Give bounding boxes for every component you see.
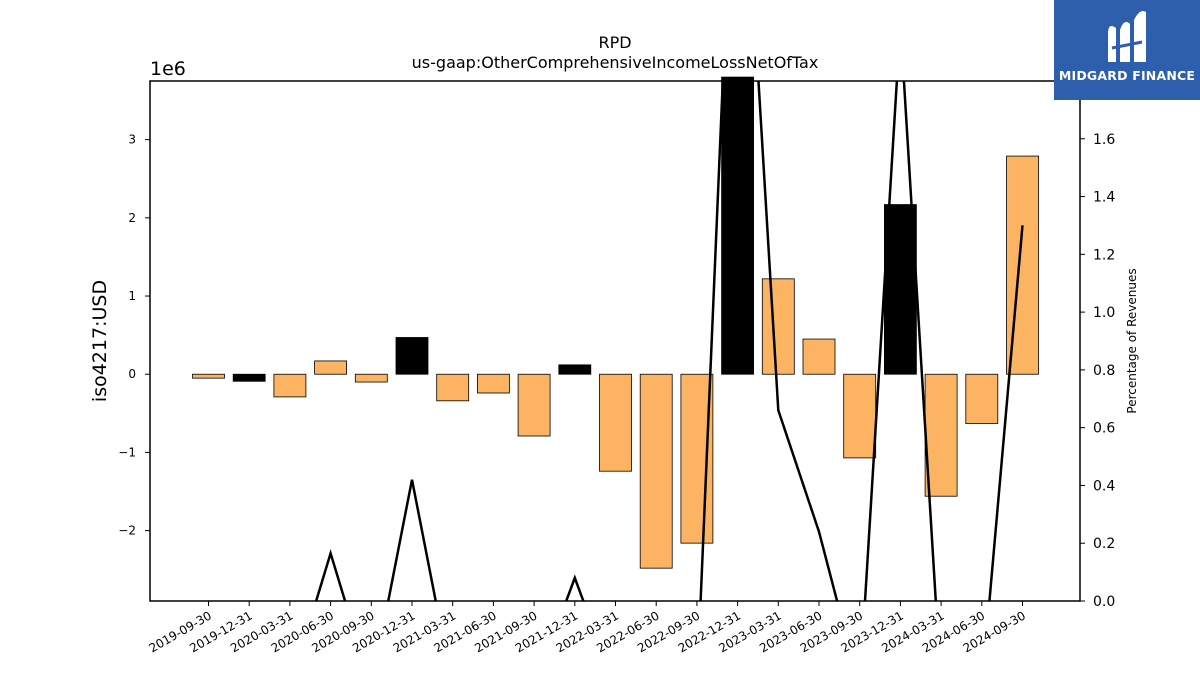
bar-2022-03-31 bbox=[599, 373, 632, 472]
y2-axis-label: Percentage of Revenues bbox=[1125, 268, 1139, 413]
y2-axis-ticks: 0.0 0.2 0.4 0.6 0.8 1.0 1.2 1.4 1.6 bbox=[1080, 132, 1115, 610]
y2-tick-label: 1.6 bbox=[1093, 132, 1115, 148]
midgard-logo-icon bbox=[1108, 11, 1146, 62]
y-tick-label: 2 bbox=[128, 211, 136, 225]
bar-2024-06-30 bbox=[965, 373, 999, 424]
logo-text: MIDGARD FINANCE bbox=[1058, 68, 1196, 83]
logo: MIDGARD FINANCE bbox=[1054, 0, 1200, 100]
y-offset-label: 1e6 bbox=[150, 58, 186, 80]
y-tick-label: −1 bbox=[118, 445, 136, 459]
bar-2021-03-31 bbox=[436, 373, 470, 402]
y2-tick-label: 1.4 bbox=[1093, 190, 1115, 206]
y2-tick-label: 1.2 bbox=[1093, 247, 1115, 263]
y2-tick-label: 0.6 bbox=[1093, 421, 1115, 437]
bar-2020-03-31 bbox=[273, 373, 307, 398]
bar-2021-12-31 bbox=[558, 364, 592, 375]
y-axis-ticks: −2 −1 0 1 2 3 bbox=[118, 133, 150, 538]
y-tick-label: −2 bbox=[118, 524, 136, 538]
bar-2021-06-30 bbox=[476, 373, 510, 394]
bar-2020-12-31 bbox=[395, 337, 429, 375]
bar-2020-06-30 bbox=[314, 360, 348, 375]
y2-tick-label: 0.4 bbox=[1093, 478, 1115, 494]
revenue-percentage-line bbox=[314, 81, 1024, 601]
y2-tick-label: 1.0 bbox=[1093, 305, 1115, 321]
x-axis-ticks: 2019-09-302019-12-312020-03-312020-06-30… bbox=[147, 601, 1028, 655]
y2-tick-label: 0.2 bbox=[1093, 536, 1115, 552]
bar-2023-06-30 bbox=[802, 338, 836, 375]
y2-tick-label: 0.0 bbox=[1093, 594, 1115, 610]
y-tick-label: 3 bbox=[128, 133, 136, 147]
y-tick-label: 0 bbox=[128, 367, 136, 381]
bar-2019-09-30 bbox=[192, 373, 225, 379]
bar-2019-12-31 bbox=[232, 373, 266, 382]
bar-2021-09-30 bbox=[517, 373, 551, 437]
bar-2024-03-31 bbox=[924, 373, 958, 497]
bars bbox=[192, 76, 1039, 569]
plot-frame bbox=[149, 80, 1081, 602]
y-axis-label: iso4217:USD bbox=[89, 280, 111, 402]
bar-2020-09-30 bbox=[354, 373, 388, 383]
chart-subtitle: us-gaap:OtherComprehensiveIncomeLossNetO… bbox=[412, 53, 819, 72]
bar-2022-06-30 bbox=[639, 373, 673, 569]
chart-title: RPD bbox=[598, 33, 631, 52]
bar-2023-12-31 bbox=[884, 204, 917, 375]
y2-tick-label: 0.8 bbox=[1093, 363, 1115, 379]
bar-2023-09-30 bbox=[843, 373, 877, 459]
bar-2022-12-31 bbox=[721, 76, 754, 375]
y-tick-label: 1 bbox=[128, 289, 136, 303]
bar-2023-03-31 bbox=[761, 278, 795, 375]
revenue-percentage-series bbox=[314, 81, 1024, 601]
